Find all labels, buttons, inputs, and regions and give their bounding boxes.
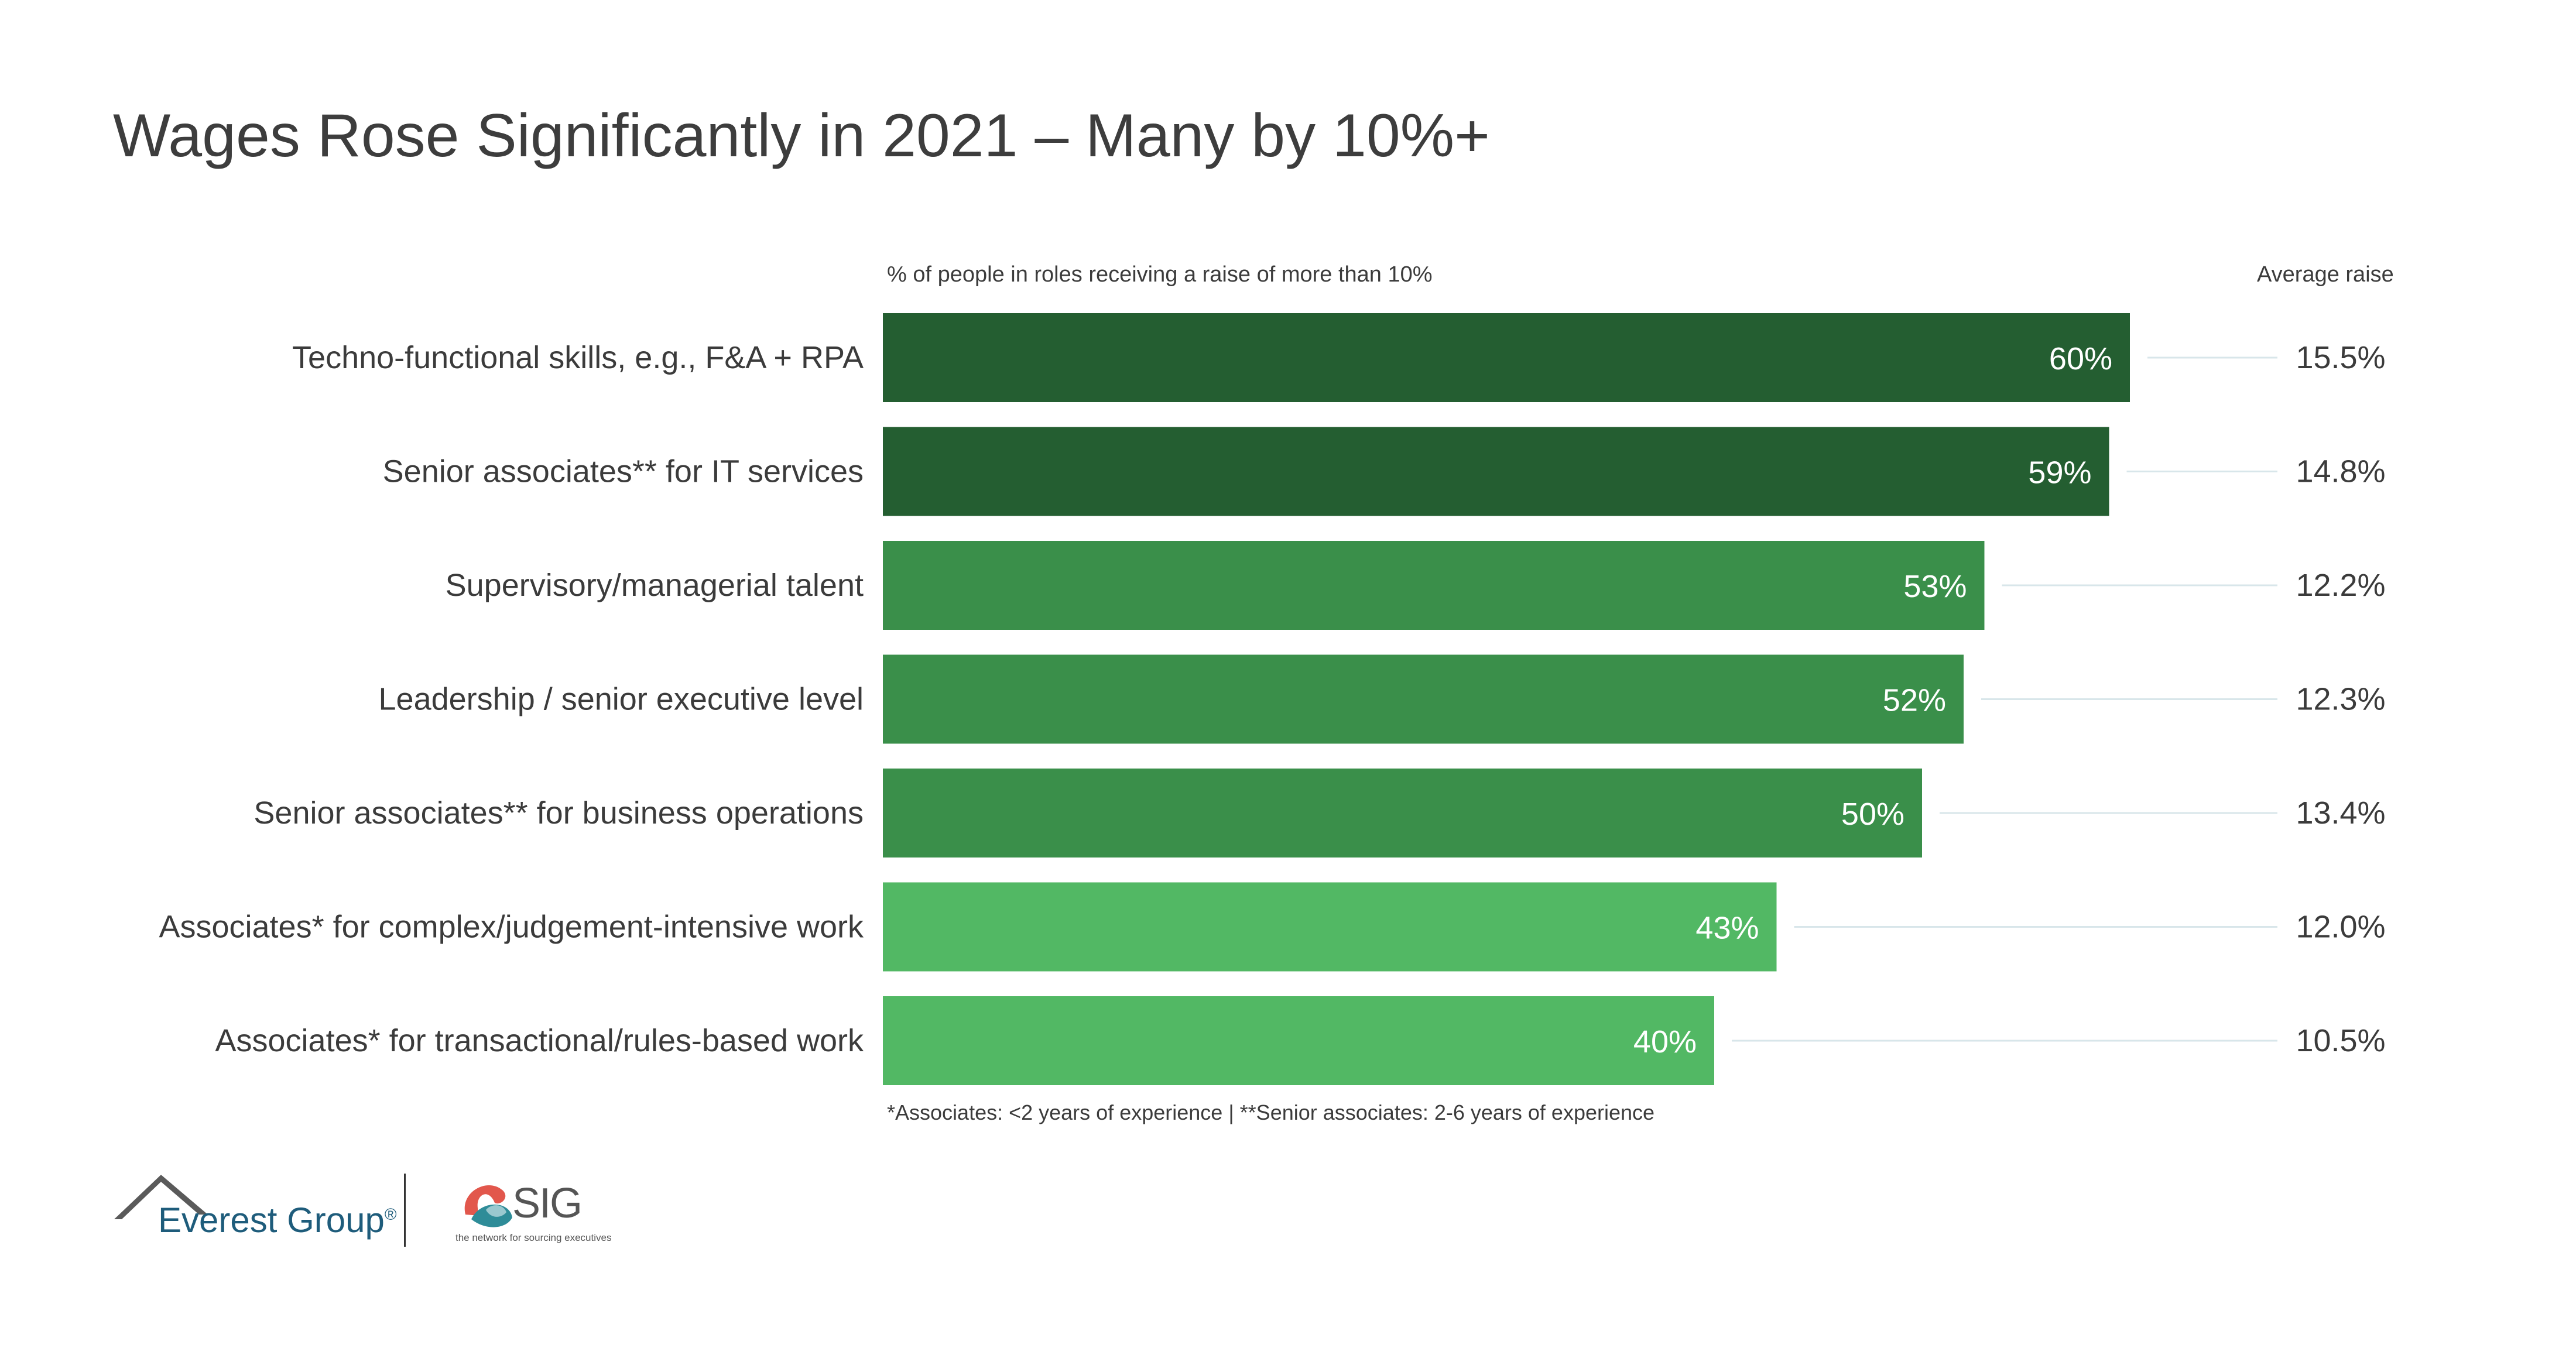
- average-raise-value: 13.4%: [2296, 795, 2385, 831]
- bar: [883, 769, 1922, 857]
- chart-title: Wages Rose Significantly in 2021 – Many …: [113, 102, 1490, 170]
- footnote: *Associates: <2 years of experience | **…: [887, 1100, 1655, 1124]
- everest-logo-text: Everest Group: [158, 1200, 385, 1240]
- bar: [883, 882, 1777, 972]
- bar-value-label: 60%: [2049, 341, 2112, 376]
- bar: [883, 654, 1964, 744]
- bar-value-label: 53%: [1903, 569, 1967, 604]
- average-raise-value: 12.0%: [2296, 910, 2385, 945]
- bar-value-label: 43%: [1695, 911, 1759, 946]
- average-raise-value: 12.2%: [2296, 568, 2385, 603]
- bar: [883, 313, 2130, 402]
- bar: [883, 996, 1714, 1085]
- bar: [883, 541, 1985, 630]
- logo-divider: [404, 1174, 406, 1247]
- average-raise-value: 14.8%: [2296, 454, 2385, 489]
- average-raise-value: 12.3%: [2296, 682, 2385, 717]
- bar-value-label: 59%: [2028, 455, 2091, 491]
- bar-value-label: 52%: [1883, 683, 1946, 718]
- category-label: Associates* for complex/judgement-intens…: [159, 910, 864, 945]
- bar: [883, 427, 2109, 516]
- everest-logo: Everest Group®: [158, 1200, 396, 1240]
- category-label: Leadership / senior executive level: [379, 682, 864, 717]
- sig-logo-text: SIG: [512, 1180, 583, 1227]
- average-raise-header: Average raise: [2257, 262, 2394, 287]
- category-label: Supervisory/managerial talent: [446, 568, 864, 603]
- bar-value-label: 50%: [1841, 797, 1904, 832]
- bar-value-label: 40%: [1633, 1024, 1697, 1059]
- average-raise-value: 15.5%: [2296, 340, 2385, 375]
- sig-tagline: the network for sourcing executives: [455, 1232, 612, 1243]
- category-label: Senior associates** for business operati…: [254, 795, 864, 831]
- category-label: Associates* for transactional/rules-base…: [215, 1023, 864, 1058]
- category-label: Techno-functional skills, e.g., F&A + RP…: [292, 340, 864, 375]
- bar-column-header: % of people in roles receiving a raise o…: [887, 262, 1433, 287]
- average-raise-value: 10.5%: [2296, 1023, 2385, 1058]
- registered-mark: ®: [384, 1205, 397, 1223]
- sig-mark-icon: [464, 1185, 512, 1227]
- category-label: Senior associates** for IT services: [383, 454, 864, 489]
- bar-chart: Techno-functional skills, e.g., F&A + RP…: [159, 313, 2386, 1085]
- everest-roof-icon: [114, 1175, 208, 1219]
- logo-strip: Everest Group® SIG the network for sourc…: [111, 1168, 638, 1267]
